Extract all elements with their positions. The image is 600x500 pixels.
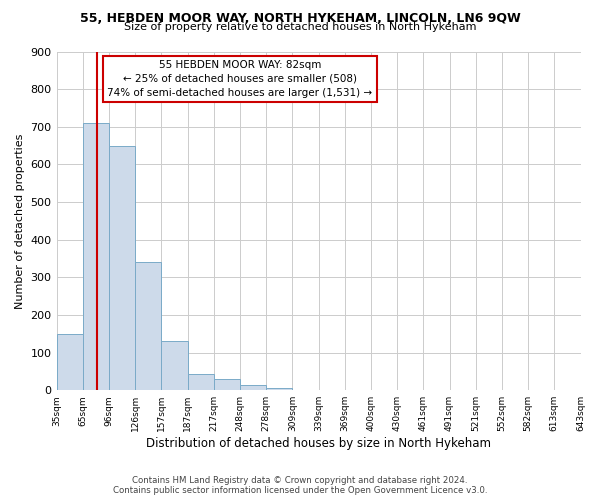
X-axis label: Distribution of detached houses by size in North Hykeham: Distribution of detached houses by size … (146, 437, 491, 450)
Text: Contains HM Land Registry data © Crown copyright and database right 2024.
Contai: Contains HM Land Registry data © Crown c… (113, 476, 487, 495)
Bar (83, 123, 109, 390)
Bar (266, 388, 292, 390)
Bar (188, 374, 214, 390)
Text: 55 HEBDEN MOOR WAY: 82sqm
← 25% of detached houses are smaller (508)
74% of semi: 55 HEBDEN MOOR WAY: 82sqm ← 25% of detac… (107, 60, 373, 98)
Bar (240, 386, 266, 390)
Bar (56, 334, 83, 390)
Bar (109, 146, 135, 390)
Y-axis label: Number of detached properties: Number of detached properties (15, 133, 25, 308)
Bar (161, 342, 188, 390)
Text: 55, HEBDEN MOOR WAY, NORTH HYKEHAM, LINCOLN, LN6 9QW: 55, HEBDEN MOOR WAY, NORTH HYKEHAM, LINC… (80, 12, 520, 26)
Text: Size of property relative to detached houses in North Hykeham: Size of property relative to detached ho… (124, 22, 476, 32)
Bar (214, 379, 240, 390)
Bar (135, 262, 161, 390)
